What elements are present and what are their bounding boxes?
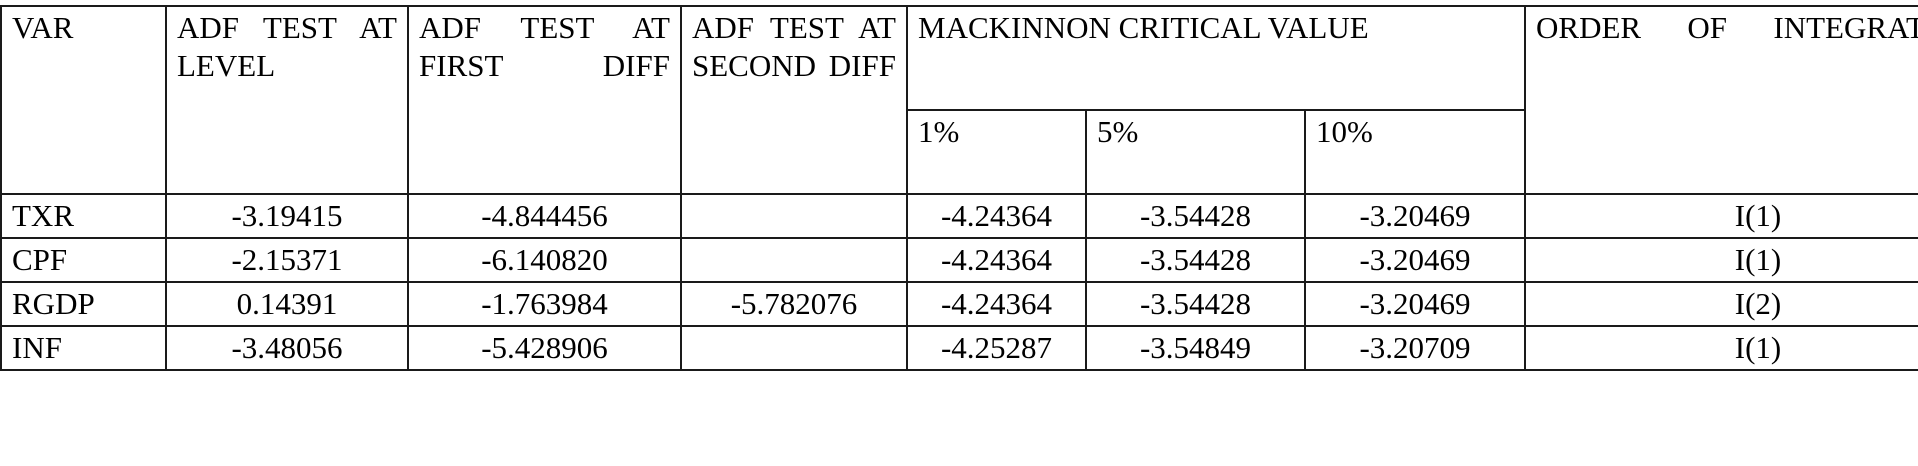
cell-adf-at-first-diff: -6.140820 xyxy=(407,237,682,283)
cell-order-of-integration: I(2) xyxy=(1524,281,1918,327)
cell-adf-at-second-diff: -5.782076 xyxy=(680,281,908,327)
cell-adf-at-second-diff xyxy=(680,193,908,239)
cell-critical-value-10pct: -3.20709 xyxy=(1303,325,1527,371)
adf-results-table-container: VAR ADF TEST AT LEVEL ADF TEST AT FIRST … xyxy=(0,5,1918,371)
table-row: CPF -2.15371 -6.140820 -4.24364 -3.54428… xyxy=(0,237,1918,283)
cell-critical-value-10pct: -3.20469 xyxy=(1303,193,1527,239)
column-header-adf-at-level: ADF TEST AT LEVEL xyxy=(165,5,409,195)
cell-var: INF xyxy=(0,325,167,371)
cell-order-of-integration: I(1) xyxy=(1524,193,1918,239)
cell-adf-at-second-diff xyxy=(680,237,908,283)
cell-critical-value-5pct: -3.54428 xyxy=(1085,281,1306,327)
cell-var: TXR xyxy=(0,193,167,239)
table-row: TXR -3.19415 -4.844456 -4.24364 -3.54428… xyxy=(0,193,1918,239)
cell-critical-value-10pct: -3.20469 xyxy=(1303,281,1527,327)
table-header: VAR ADF TEST AT LEVEL ADF TEST AT FIRST … xyxy=(0,5,1918,195)
cell-adf-at-level: 0.14391 xyxy=(165,281,409,327)
column-header-adf-at-second-diff: ADF TEST AT SECOND DIFF xyxy=(680,5,908,195)
column-header-critical-value-10pct: 10% xyxy=(1303,109,1527,195)
table-row: RGDP 0.14391 -1.763984 -5.782076 -4.2436… xyxy=(0,281,1918,327)
cell-adf-at-level: -3.48056 xyxy=(165,325,409,371)
cell-var: CPF xyxy=(0,237,167,283)
column-header-order-of-integration: ORDER OF INTEGRATION xyxy=(1524,5,1918,195)
cell-order-of-integration: I(1) xyxy=(1524,237,1918,283)
cell-var: RGDP xyxy=(0,281,167,327)
cell-critical-value-10pct: -3.20469 xyxy=(1303,237,1527,283)
cell-adf-at-first-diff: -1.763984 xyxy=(407,281,682,327)
cell-critical-value-5pct: -3.54428 xyxy=(1085,193,1306,239)
cell-critical-value-1pct: -4.24364 xyxy=(906,281,1087,327)
column-header-var: VAR xyxy=(0,5,167,195)
column-header-mackinnon-critical-value: MACKINNON CRITICAL VALUE xyxy=(905,5,1527,111)
header-row-secondary: 1% 5% 10% xyxy=(1,109,1918,195)
cell-adf-at-first-diff: -4.844456 xyxy=(407,193,682,239)
cell-critical-value-1pct: -4.24364 xyxy=(906,193,1087,239)
cell-critical-value-5pct: -3.54428 xyxy=(1085,237,1306,283)
cell-adf-at-level: -2.15371 xyxy=(165,237,409,283)
cell-critical-value-5pct: -3.54849 xyxy=(1085,325,1306,371)
cell-critical-value-1pct: -4.25287 xyxy=(906,325,1087,371)
cell-adf-at-first-diff: -5.428906 xyxy=(407,325,682,371)
column-header-critical-value-1pct: 1% xyxy=(906,109,1087,195)
table-row: INF -3.48056 -5.428906 -4.25287 -3.54849… xyxy=(0,325,1918,371)
column-header-critical-value-5pct: 5% xyxy=(1085,109,1306,195)
cell-order-of-integration: I(1) xyxy=(1524,325,1918,371)
column-header-adf-at-first-diff: ADF TEST AT FIRST DIFF xyxy=(407,5,682,195)
cell-adf-at-level: -3.19415 xyxy=(165,193,409,239)
header-row-primary: VAR ADF TEST AT LEVEL ADF TEST AT FIRST … xyxy=(0,5,1918,195)
adf-unit-root-test-table: VAR ADF TEST AT LEVEL ADF TEST AT FIRST … xyxy=(0,5,1918,371)
cell-critical-value-1pct: -4.24364 xyxy=(906,237,1087,283)
cell-adf-at-second-diff xyxy=(680,325,908,371)
table-body: TXR -3.19415 -4.844456 -4.24364 -3.54428… xyxy=(0,193,1918,371)
